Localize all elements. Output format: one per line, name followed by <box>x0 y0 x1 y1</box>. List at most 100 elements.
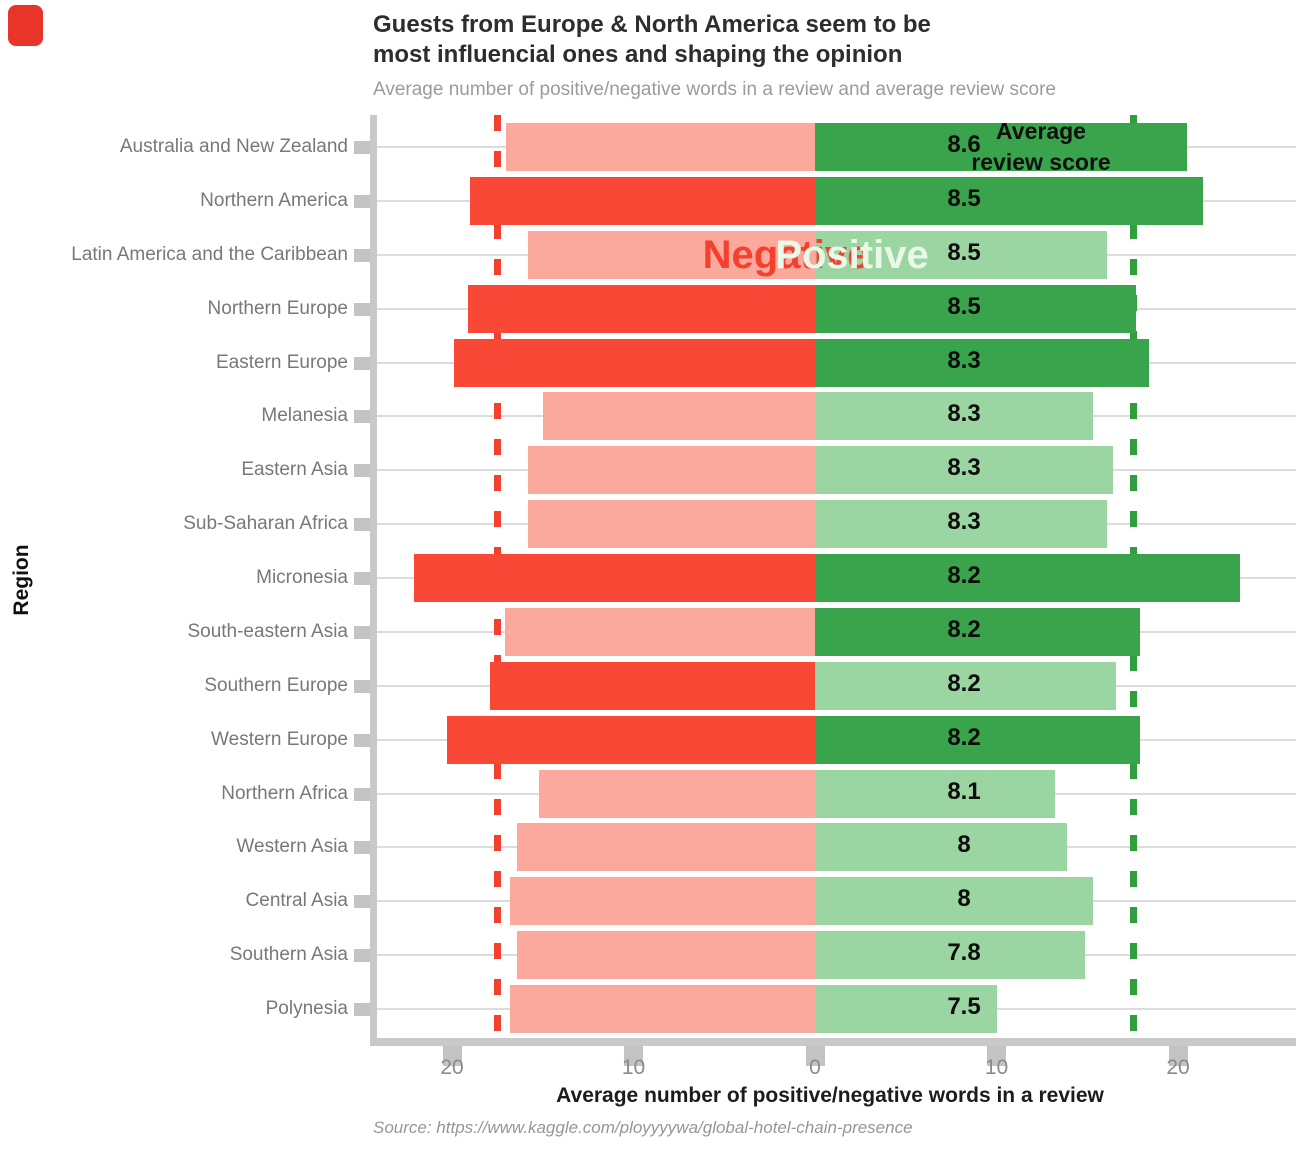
positive-words-bar <box>815 284 1137 333</box>
negative-words-bar <box>517 823 815 872</box>
positive-words-bar <box>815 392 1093 441</box>
legend-line1: Average <box>996 118 1086 144</box>
region-label: Latin America and the Caribbean <box>71 243 348 265</box>
positive-words-bar <box>815 715 1140 764</box>
positive-words-bar <box>815 338 1149 387</box>
positive-words-bar <box>815 661 1117 710</box>
negative-words-bar <box>413 554 815 602</box>
x-tick-label: 10 <box>621 1056 646 1079</box>
region-label: Northern America <box>200 189 348 211</box>
avg-review-score-value: 8.5 <box>947 184 981 212</box>
y-tick-mark <box>354 733 370 747</box>
x-tick-mark <box>624 1046 643 1066</box>
region-label: Southern Europe <box>204 674 348 696</box>
positive-words-bar <box>815 230 1108 279</box>
legend-average-review-score: Average review score <box>971 116 1110 178</box>
chart-title: Guests from Europe & North America seem … <box>373 10 931 70</box>
source-caption: Source: https://www.kaggle.com/ployyyywa… <box>373 1118 913 1137</box>
negative-words-bar <box>510 985 815 1033</box>
region-label: Sub-Saharan Africa <box>183 513 348 535</box>
negative-words-bar <box>539 769 815 818</box>
negative-words-bar <box>528 446 815 495</box>
region-label: Australia and New Zealand <box>119 136 348 157</box>
y-tick-mark <box>354 248 370 262</box>
region-label: South-eastern Asia <box>187 620 348 642</box>
positive-words-bar <box>815 877 1093 926</box>
positive-words-bar <box>815 176 1204 225</box>
region-label: Eastern Europe <box>215 351 348 373</box>
avg-review-score-value: 8.3 <box>947 400 981 428</box>
avg-review-score-value: 8.2 <box>947 562 981 589</box>
chart-title-line2: most influencial ones and shaping the op… <box>373 41 903 68</box>
region-label: Central Asia <box>245 890 348 912</box>
x-axis-line <box>370 1038 1296 1046</box>
negative-words-bar <box>468 284 815 333</box>
x-tick-mark <box>1168 1046 1188 1066</box>
y-tick-mark <box>354 1003 370 1016</box>
positive-words-bar <box>815 123 1188 171</box>
y-tick-mark <box>354 787 370 801</box>
negative-words-bar <box>528 230 815 279</box>
positive-words-bar <box>815 985 997 1033</box>
negative-words-bar <box>490 661 815 710</box>
negative-words-bar <box>504 607 815 656</box>
avg-review-score-value: 8 <box>957 885 971 913</box>
positive-words-bar <box>815 607 1140 656</box>
positive-words-bar <box>815 446 1113 495</box>
region-label: Polynesia <box>265 998 348 1019</box>
x-tick-mark <box>442 1046 462 1066</box>
negative-words-bar <box>506 123 815 171</box>
avg-review-score-value: 8.3 <box>947 346 981 374</box>
negative-series-label: Negative <box>702 233 870 277</box>
avg-review-score-value: 8.5 <box>947 238 981 266</box>
avg-review-score-value: 8.3 <box>947 508 981 536</box>
x-tick-label: 20 <box>440 1056 464 1079</box>
y-tick-mark <box>354 302 370 316</box>
positive-words-bar <box>815 931 1086 980</box>
y-tick-mark <box>354 518 370 532</box>
y-axis-line <box>370 115 377 1046</box>
region-label: Western Asia <box>236 836 348 858</box>
x-tick-label: 0 <box>809 1056 821 1079</box>
x-tick-mark <box>805 1046 825 1066</box>
y-tick-mark <box>354 410 370 424</box>
y-tick-mark <box>354 841 370 855</box>
avg-review-score-value: 8.2 <box>947 723 981 751</box>
y-tick-mark <box>354 141 370 154</box>
y-tick-mark <box>354 679 370 693</box>
avg-review-score-value: 8.2 <box>947 669 981 697</box>
region-label: Melanesia <box>261 405 348 427</box>
y-tick-mark <box>354 194 370 208</box>
avg-review-score-value: 7.8 <box>947 939 981 967</box>
negative-words-bar <box>542 392 815 441</box>
y-tick-mark <box>354 625 370 639</box>
region-label: Western Europe <box>211 728 348 750</box>
positive-words-bar <box>815 554 1240 602</box>
positive-words-bar <box>815 823 1068 872</box>
avg-review-score-value: 8.5 <box>947 292 981 320</box>
chart-subtitle: Average number of positive/negative word… <box>373 79 1056 100</box>
region-label: Micronesia <box>256 567 348 588</box>
positive-series-label: Positive <box>775 233 929 277</box>
avg-review-score-value: 7.5 <box>947 993 981 1020</box>
region-label: Southern Asia <box>229 944 348 966</box>
positive-words-bar <box>815 769 1055 818</box>
negative-words-bar <box>517 931 815 980</box>
red-corner-marker <box>8 5 43 46</box>
negative-words-bar <box>453 338 815 387</box>
chart-title-line1: Guests from Europe & North America seem … <box>373 11 931 38</box>
x-tick-label: 20 <box>1166 1056 1190 1079</box>
x-tick-label: 10 <box>984 1056 1009 1079</box>
y-tick-mark <box>354 949 370 963</box>
positive-words-bar <box>815 500 1108 549</box>
negative-words-bar <box>470 176 815 225</box>
y-tick-mark <box>354 356 370 370</box>
y-tick-mark <box>354 572 370 585</box>
region-label: Eastern Asia <box>241 459 348 481</box>
legend-line2: review score <box>971 149 1111 175</box>
avg-review-score-value: 8 <box>957 831 971 859</box>
y-tick-mark <box>354 895 370 909</box>
avg-review-score-value: 8.6 <box>947 131 981 158</box>
negative-words-bar <box>446 715 815 764</box>
